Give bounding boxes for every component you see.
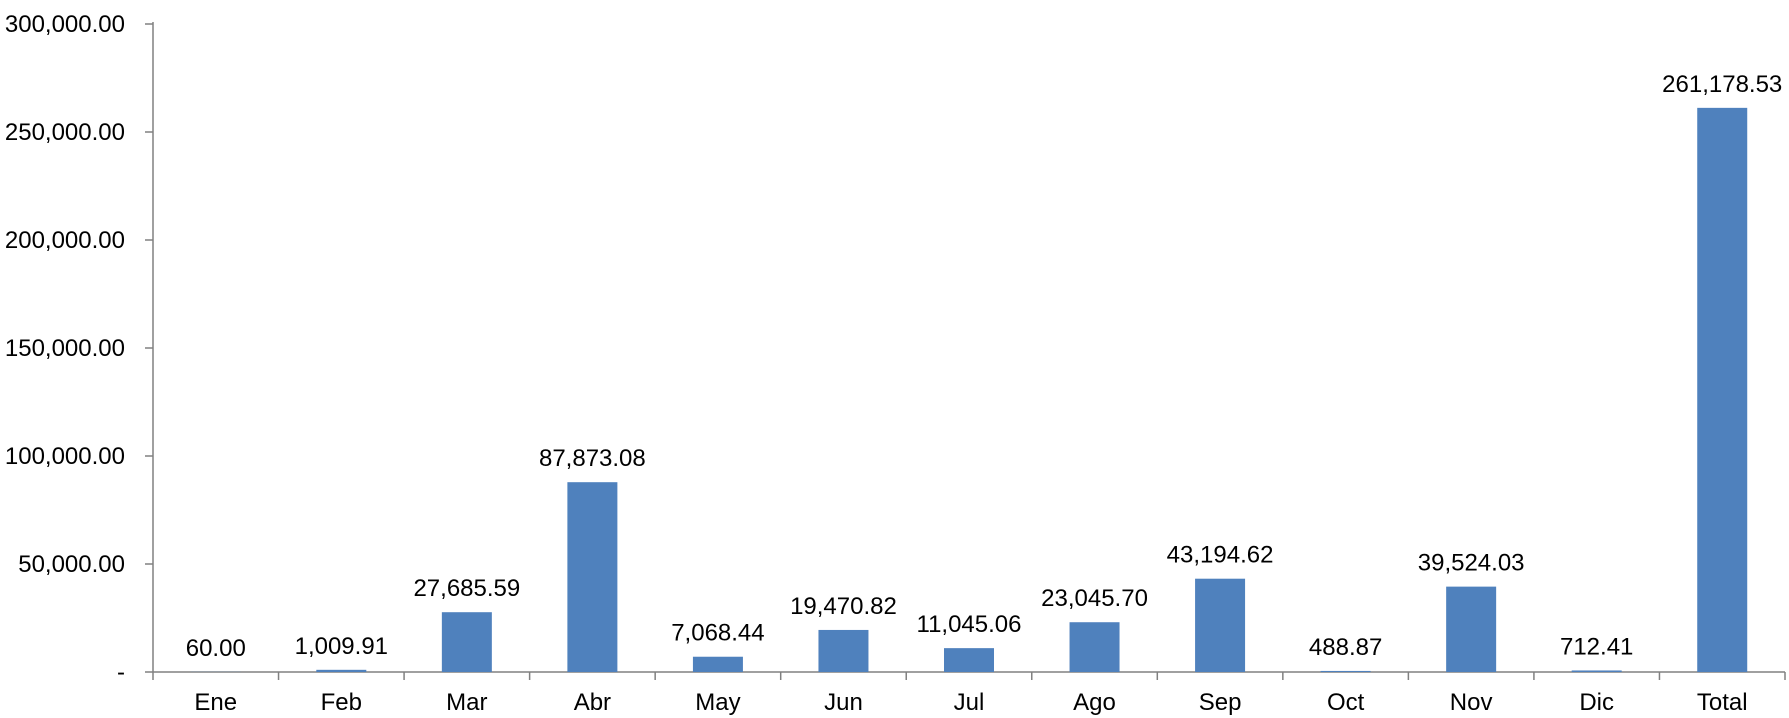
y-tick-label: 300,000.00: [5, 11, 125, 38]
y-axis: - 50,000.00 100,000.00 150,000.00 200,000.00…: [5, 11, 154, 686]
data-label: 261,178.53: [1662, 71, 1782, 98]
bar-jun: [818, 629, 869, 672]
data-label: 488.87: [1309, 634, 1382, 661]
data-label: 19,470.82: [790, 593, 897, 620]
x-tick-label: Feb: [321, 689, 362, 716]
x-tick-label: Oct: [1327, 689, 1365, 716]
bar-nov: [1446, 586, 1497, 672]
x-axis: Ene Feb Mar Abr May Jun Jul Ago Sep Oct Nov Dic Tota…: [152, 671, 1786, 716]
y-tick-label: -: [117, 659, 125, 686]
bar-sep: [1195, 578, 1246, 672]
x-tick-label: Sep: [1199, 689, 1242, 716]
x-tick-label: Mar: [446, 689, 487, 716]
data-label: 23,045.70: [1041, 585, 1148, 612]
x-tick-label: Nov: [1450, 689, 1493, 716]
data-label: 11,045.06: [917, 611, 1022, 638]
data-label: 87,873.08: [539, 445, 646, 472]
bar-mar: [441, 612, 492, 672]
x-tick-label: Ene: [194, 689, 237, 716]
data-label: 27,685.59: [413, 575, 520, 602]
data-label: 1,009.91: [295, 633, 388, 660]
bar-feb: [316, 669, 367, 672]
bar-abr: [567, 482, 618, 672]
data-label: 7,068.44: [671, 620, 764, 647]
bar-total: [1697, 107, 1748, 673]
x-tick-label: Abr: [574, 689, 611, 716]
data-label: 712.41: [1560, 633, 1633, 660]
x-tick-label: Ago: [1073, 689, 1116, 716]
bar-ago: [1069, 622, 1120, 672]
data-label: 43,194.62: [1167, 542, 1274, 569]
x-tick-label: Jul: [954, 689, 985, 716]
y-tick-label: 50,000.00: [18, 551, 125, 578]
bar-may: [692, 656, 743, 672]
x-tick-label: Jun: [824, 689, 863, 716]
y-tick-label: 100,000.00: [5, 443, 125, 470]
y-tick-label: 250,000.00: [5, 119, 125, 146]
data-label: 60.00: [186, 635, 246, 662]
x-tick-label: Total: [1697, 689, 1748, 716]
x-tick-label: May: [695, 689, 740, 716]
bar-dic: [1571, 670, 1622, 672]
data-labels: 60.00 1,009.91 27,685.59 87,873.08 7,068.44 1…: [186, 71, 1783, 662]
x-tick-label: Dic: [1579, 689, 1614, 716]
data-label: 39,524.03: [1418, 550, 1525, 577]
bar-oct: [1320, 670, 1371, 672]
y-tick-label: 150,000.00: [5, 335, 125, 362]
bars: [190, 107, 1748, 673]
y-tick-label: 200,000.00: [5, 227, 125, 254]
bar-jul: [944, 648, 994, 672]
